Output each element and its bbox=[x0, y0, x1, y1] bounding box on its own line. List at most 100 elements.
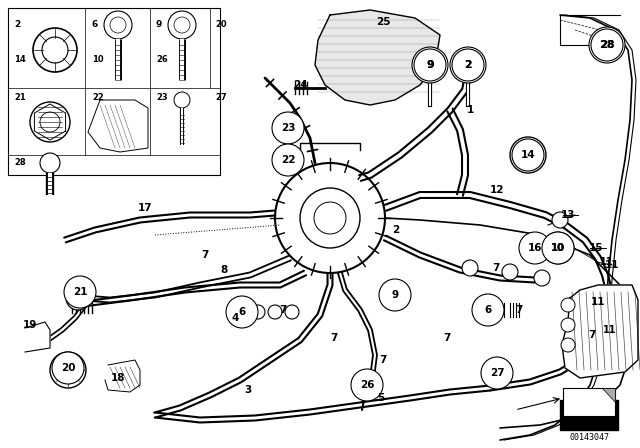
Text: 7: 7 bbox=[330, 333, 338, 343]
Text: 23: 23 bbox=[156, 93, 168, 102]
Circle shape bbox=[275, 163, 385, 273]
Circle shape bbox=[268, 305, 282, 319]
Circle shape bbox=[174, 17, 190, 33]
Text: 18: 18 bbox=[111, 373, 125, 383]
Circle shape bbox=[40, 153, 60, 173]
Circle shape bbox=[534, 270, 550, 286]
Circle shape bbox=[174, 92, 190, 108]
Text: 7: 7 bbox=[515, 305, 523, 315]
Text: 2: 2 bbox=[392, 225, 399, 235]
Circle shape bbox=[50, 352, 86, 388]
Text: 7: 7 bbox=[588, 330, 596, 340]
Text: 9: 9 bbox=[426, 60, 433, 70]
Circle shape bbox=[226, 296, 258, 328]
Text: 19: 19 bbox=[23, 320, 37, 330]
Circle shape bbox=[502, 264, 518, 280]
Polygon shape bbox=[25, 322, 50, 352]
Circle shape bbox=[450, 47, 486, 83]
Bar bbox=[560, 400, 618, 430]
Text: 8: 8 bbox=[220, 265, 228, 275]
Text: 16: 16 bbox=[528, 243, 542, 253]
Text: 27: 27 bbox=[215, 93, 227, 102]
Circle shape bbox=[64, 276, 96, 308]
Text: 9: 9 bbox=[156, 20, 163, 29]
Text: 7: 7 bbox=[492, 263, 500, 273]
Circle shape bbox=[285, 305, 299, 319]
Text: 28: 28 bbox=[14, 158, 26, 167]
Circle shape bbox=[40, 112, 60, 132]
Circle shape bbox=[542, 232, 574, 264]
Text: 15: 15 bbox=[589, 243, 604, 253]
Circle shape bbox=[412, 47, 448, 83]
Circle shape bbox=[552, 212, 568, 228]
Polygon shape bbox=[88, 100, 148, 152]
Circle shape bbox=[591, 29, 623, 61]
Text: 22: 22 bbox=[281, 155, 295, 165]
Text: 21: 21 bbox=[14, 93, 26, 102]
Circle shape bbox=[110, 17, 126, 33]
Text: 6: 6 bbox=[484, 305, 492, 315]
Circle shape bbox=[510, 137, 546, 173]
Circle shape bbox=[251, 305, 265, 319]
Text: 10: 10 bbox=[551, 243, 565, 253]
Circle shape bbox=[452, 49, 484, 81]
Polygon shape bbox=[602, 388, 615, 402]
Text: 17: 17 bbox=[138, 203, 152, 213]
Text: 11: 11 bbox=[591, 297, 605, 307]
Circle shape bbox=[104, 11, 132, 39]
Circle shape bbox=[561, 298, 575, 312]
Text: 4: 4 bbox=[231, 313, 239, 323]
Text: 28: 28 bbox=[599, 40, 615, 50]
Text: 7: 7 bbox=[444, 333, 451, 343]
Text: 7: 7 bbox=[202, 250, 209, 260]
Text: 21: 21 bbox=[73, 287, 87, 297]
Circle shape bbox=[481, 357, 513, 389]
Text: 7: 7 bbox=[380, 355, 387, 365]
Circle shape bbox=[542, 232, 574, 264]
Text: 9: 9 bbox=[392, 290, 399, 300]
Circle shape bbox=[52, 352, 84, 384]
Text: 2: 2 bbox=[464, 60, 472, 70]
Circle shape bbox=[168, 11, 196, 39]
Text: 11: 11 bbox=[600, 257, 614, 267]
Circle shape bbox=[512, 139, 544, 171]
Circle shape bbox=[519, 232, 551, 264]
Circle shape bbox=[462, 260, 478, 276]
Circle shape bbox=[314, 202, 346, 234]
Text: 14: 14 bbox=[14, 55, 26, 64]
Text: 23: 23 bbox=[281, 123, 295, 133]
Polygon shape bbox=[105, 360, 140, 392]
Text: 6: 6 bbox=[92, 20, 99, 29]
Text: 24: 24 bbox=[292, 80, 307, 90]
Text: 25: 25 bbox=[376, 17, 390, 27]
Text: 12: 12 bbox=[490, 185, 504, 195]
Circle shape bbox=[561, 338, 575, 352]
Circle shape bbox=[414, 49, 446, 81]
Circle shape bbox=[30, 102, 70, 142]
Text: 28: 28 bbox=[600, 40, 614, 50]
Text: 14: 14 bbox=[521, 150, 535, 160]
Text: 20: 20 bbox=[215, 20, 227, 29]
Text: 3: 3 bbox=[244, 385, 252, 395]
Circle shape bbox=[472, 294, 504, 326]
Text: 1: 1 bbox=[467, 105, 474, 115]
Text: 2: 2 bbox=[465, 60, 472, 70]
Text: 27: 27 bbox=[490, 368, 504, 378]
Text: 7: 7 bbox=[279, 305, 287, 315]
Bar bbox=[8, 8, 220, 175]
Circle shape bbox=[351, 369, 383, 401]
Text: 11: 11 bbox=[605, 260, 620, 270]
Text: 13: 13 bbox=[561, 210, 575, 220]
Text: 26: 26 bbox=[156, 55, 168, 64]
Text: 10: 10 bbox=[551, 243, 564, 253]
Text: 10: 10 bbox=[92, 55, 104, 64]
Circle shape bbox=[33, 28, 77, 72]
Circle shape bbox=[272, 144, 304, 176]
Polygon shape bbox=[562, 285, 638, 378]
Text: 9: 9 bbox=[426, 60, 434, 70]
Polygon shape bbox=[315, 10, 440, 105]
Circle shape bbox=[66, 286, 90, 310]
Text: 5: 5 bbox=[378, 393, 385, 403]
Text: 2: 2 bbox=[14, 20, 20, 29]
Circle shape bbox=[272, 112, 304, 144]
